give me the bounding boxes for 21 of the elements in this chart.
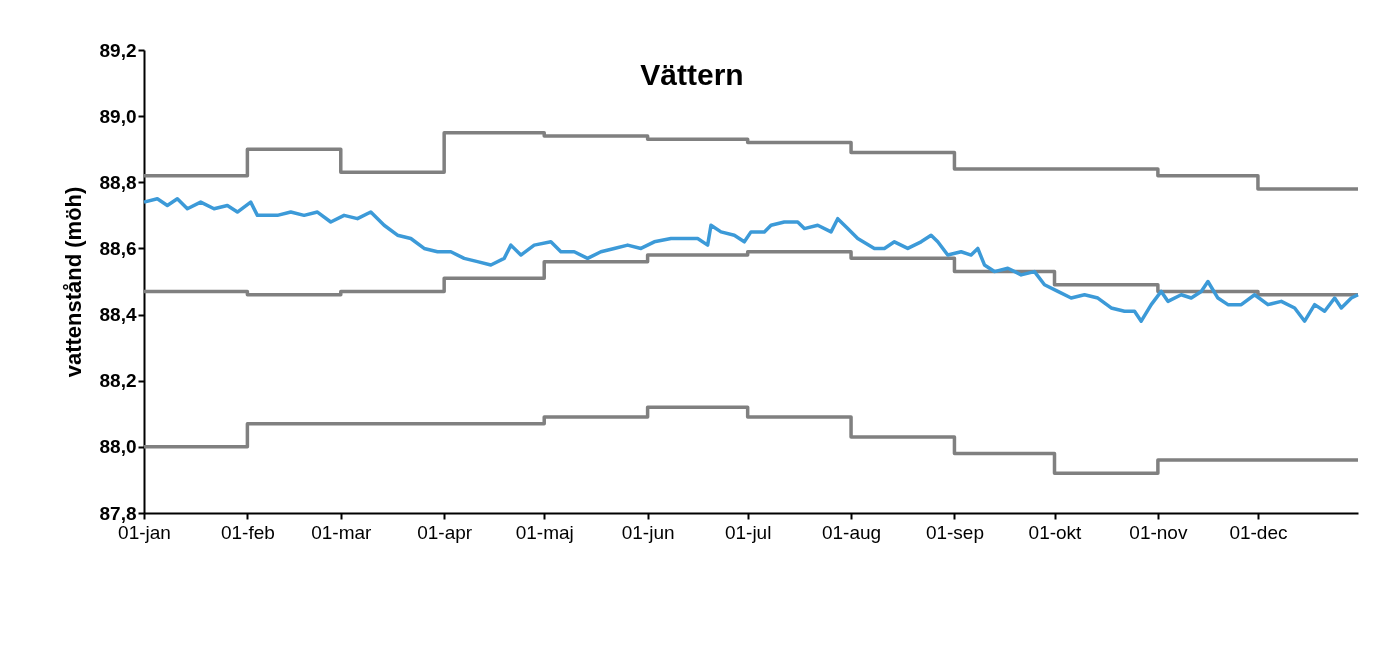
y-tick-label: 89,0 — [99, 105, 137, 127]
y-tick-label: 87,8 — [99, 502, 137, 524]
x-tick-label: 01-jul — [724, 521, 772, 543]
x-tick-label: 01-dec — [1229, 521, 1288, 543]
y-axis-title: vattenstånd (möh) — [60, 186, 86, 378]
y-tick-label: 88,8 — [99, 171, 137, 193]
x-tick-label: 01-maj — [515, 521, 574, 543]
y-tick-label: 88,4 — [99, 304, 137, 326]
y-tick-label: 88,6 — [99, 237, 137, 259]
x-tick-label: 01-sep — [925, 521, 984, 543]
x-tick-label: 01-jun — [621, 521, 675, 543]
x-tick-label: 01-feb — [220, 521, 275, 543]
y-tick-label: 88,0 — [99, 436, 137, 458]
x-tick-label: 01-mar — [311, 521, 373, 543]
y-tick-label: 89,2 — [99, 39, 137, 61]
chart-title: Vättern — [640, 58, 744, 91]
x-tick-label: 01-okt — [1028, 521, 1083, 543]
x-tick-label: 01-apr — [417, 521, 473, 543]
x-tick-label: 01-aug — [821, 521, 882, 543]
y-tick-label: 88,2 — [99, 370, 137, 392]
x-tick-label: 01-nov — [1129, 521, 1188, 543]
